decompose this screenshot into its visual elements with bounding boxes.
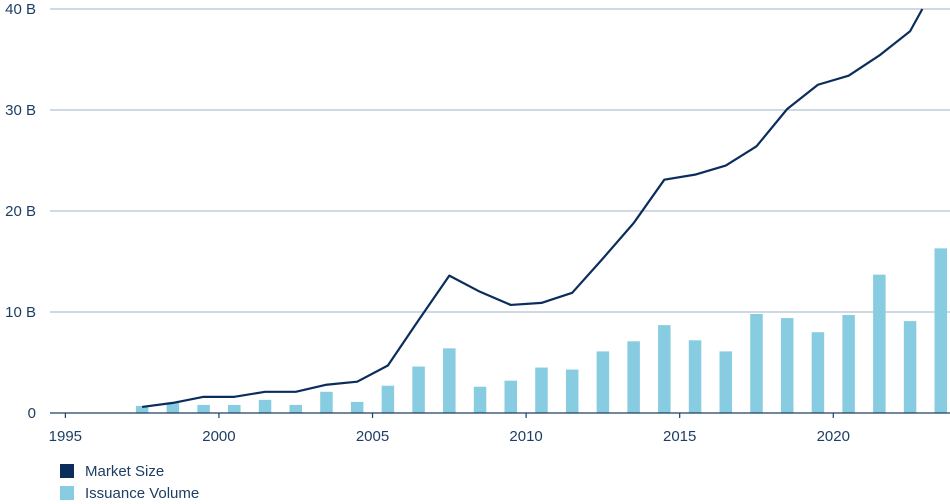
bar-2013.5 [627,341,640,413]
legend-swatch-issuance-volume [60,486,74,500]
axes [50,412,950,418]
bar-2015.5 [688,340,702,413]
legend-label-issuance-volume: Issuance Volume [85,484,200,502]
bar-2009.5 [504,380,518,413]
bar-2007.5 [443,348,456,413]
bar-2018.5 [780,318,794,413]
bar-2014.5 [658,325,671,413]
bar-2017.5 [750,314,763,413]
bar-2006.5 [412,366,425,413]
y-tick-label-30: 30 B [5,102,36,119]
legend: Market Size Issuance Volume [60,460,199,504]
bar-2020.5 [842,315,855,413]
bar-2003.5 [320,391,333,413]
market-size-line [142,8,924,409]
y-tick-label-20: 20 B [5,203,36,220]
bar-1999.5 [197,404,210,413]
x-tick-label-2000: 2000 [202,428,235,445]
bar-2021.5 [873,274,886,413]
bar-2019.5 [811,332,825,413]
bar-2001.5 [258,399,272,413]
bar-2012.5 [596,351,610,413]
issuance-volume-bars [135,248,948,413]
bar-2004.5 [350,401,364,413]
y-tick-label-10: 10 B [5,304,36,321]
bar-2000.5 [228,404,241,413]
x-tick-label-2005: 2005 [356,428,389,445]
x-tick-label-2015: 2015 [663,428,696,445]
bar-2008.5 [473,386,487,413]
bar-1997.5 [135,405,149,413]
legend-swatch-market-size [60,464,74,478]
bar-2022.5 [903,321,917,413]
legend-item-issuance-volume: Issuance Volume [60,482,199,504]
x-axis-tick-labels: 1995 2000 2005 2010 2015 2020 [49,428,850,445]
x-tick-label-2010: 2010 [509,428,542,445]
y-tick-label-0: 0 [28,405,36,422]
bar-2023.5 [934,248,948,413]
legend-item-market-size: Market Size [60,460,199,482]
legend-label-market-size: Market Size [85,462,165,480]
bar-2002.5 [289,404,302,413]
x-tick-label-1995: 1995 [49,428,82,445]
market-size-line-group [142,8,924,409]
x-tick-label-2020: 2020 [817,428,850,445]
bar-2016.5 [719,351,733,413]
bar-1998.5 [166,402,180,413]
bar-2005.5 [381,385,395,413]
y-axis-tick-labels: 0 10 B 20 B 30 B 40 B [5,1,36,422]
gridlines [50,8,950,313]
bar-2010.5 [535,367,548,413]
bar-2011.5 [565,369,579,413]
y-tick-label-40: 40 B [5,1,36,18]
